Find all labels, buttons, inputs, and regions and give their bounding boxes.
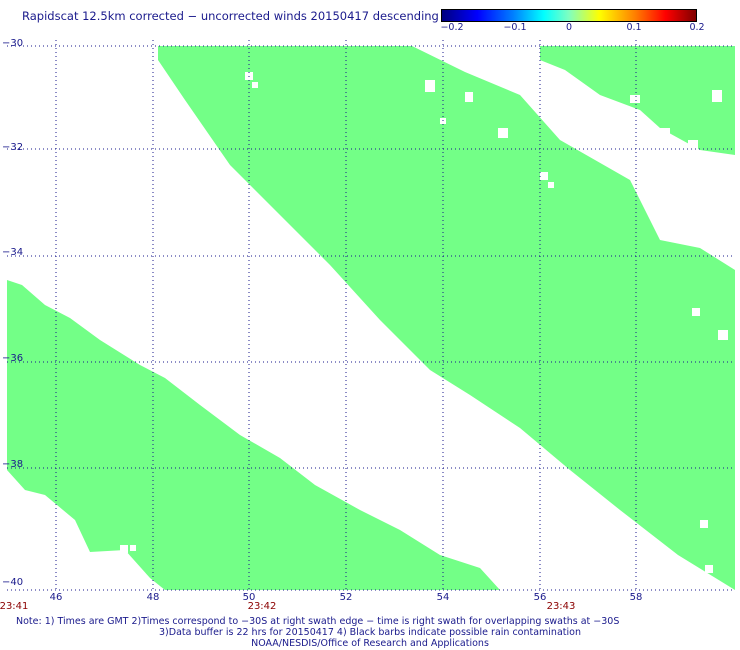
data-gap: [718, 330, 728, 340]
lat-label: −34: [2, 247, 24, 258]
lon-label: 46: [49, 592, 63, 603]
data-gap: [465, 92, 473, 102]
swath-layer: [7, 46, 735, 590]
data-gap: [630, 95, 640, 103]
data-gap: [120, 545, 128, 553]
lon-label: 54: [436, 592, 450, 603]
lat-label: −30: [2, 38, 24, 49]
time-label: 23:43: [546, 601, 576, 612]
data-gap: [712, 90, 722, 102]
data-gap: [425, 80, 435, 92]
data-gap: [130, 545, 136, 551]
lon-label: 58: [629, 592, 643, 603]
colorbar: [441, 9, 697, 22]
data-gaps: [120, 72, 728, 573]
footnote-line-2: 3)Data buffer is 22 hrs for 20150417 4) …: [159, 627, 581, 638]
time-label: 23:42: [247, 601, 277, 612]
data-gap: [660, 128, 670, 138]
lat-label: −32: [2, 142, 24, 153]
lon-label: 52: [339, 592, 353, 603]
colorbar-tick: 0.1: [626, 22, 642, 33]
data-gap: [540, 172, 548, 180]
time-label: 23:41: [0, 601, 29, 612]
lat-label: −38: [2, 459, 24, 470]
data-gap: [600, 100, 612, 110]
data-gap: [498, 128, 508, 138]
colorbar-tick: 0.2: [689, 22, 705, 33]
footnote-line-1: Note: 1) Times are GMT 2)Times correspon…: [16, 616, 620, 627]
data-gap: [688, 140, 698, 150]
lat-lon-grid: [7, 40, 735, 592]
footnote-credit: NOAA/NESDIS/Office of Research and Appli…: [251, 638, 489, 649]
lon-label: 56: [533, 592, 547, 603]
map-title: Rapidscat 12.5km corrected − uncorrected…: [22, 9, 439, 23]
data-gap: [700, 520, 708, 528]
colorbar-tick: 0: [565, 22, 573, 33]
data-gap: [252, 82, 258, 88]
lon-label: 50: [242, 592, 256, 603]
data-gap: [692, 308, 700, 316]
data-gap: [705, 565, 713, 573]
lon-label: 48: [146, 592, 160, 603]
lat-label: −36: [2, 353, 24, 364]
lat-label: −40: [2, 577, 24, 588]
colorbar-tick: −0.2: [440, 22, 464, 33]
data-gap: [635, 172, 641, 178]
data-gap: [548, 182, 554, 188]
colorbar-tick: −0.1: [503, 22, 527, 33]
swath-lower: [7, 280, 500, 590]
swath-upper: [158, 46, 735, 590]
